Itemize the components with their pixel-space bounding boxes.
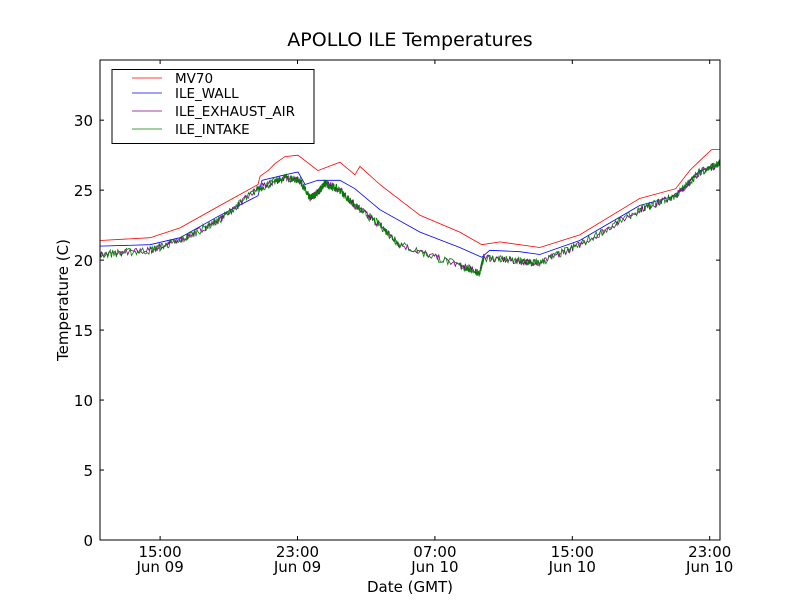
y-axis: 0 5 10 15 20 25 30 <box>74 112 720 550</box>
chart-title: APOLLO ILE Temperatures <box>287 29 532 51</box>
legend-label: MV70 <box>175 71 213 87</box>
x-tick-label-date: Jun 10 <box>410 558 458 576</box>
legend-box <box>111 69 315 144</box>
series-line-mv70 <box>100 149 720 248</box>
y-tick-label: 20 <box>74 252 93 270</box>
x-tick-label-date: Jun 10 <box>548 558 596 576</box>
series-line-ile-intake <box>99 159 721 277</box>
y-axis-label: Temperature (C) <box>54 239 72 362</box>
x-tick-label-date: Jun 09 <box>135 558 183 576</box>
x-tick-label-date: Jun 10 <box>685 558 733 576</box>
x-tick-label-time: 07:00 <box>413 543 456 561</box>
legend-label: ILE_INTAKE <box>175 122 250 138</box>
y-tick-label: 15 <box>74 322 93 340</box>
legend-label: ILE_WALL <box>175 86 239 102</box>
x-tick-label-time: 15:00 <box>138 543 181 561</box>
y-tick-label: 25 <box>74 182 93 200</box>
y-tick-label: 0 <box>83 532 93 550</box>
y-tick-label: 5 <box>83 462 93 480</box>
x-tick-label-time: 15:00 <box>551 543 594 561</box>
x-axis-label: Date (GMT) <box>367 578 453 596</box>
x-tick-label-time: 23:00 <box>276 543 319 561</box>
y-tick-label: 30 <box>74 112 93 130</box>
series-line-ile-exhaust-air <box>99 160 721 276</box>
legend-label: ILE_EXHAUST_AIR <box>175 104 295 120</box>
x-tick-label-time: 23:00 <box>688 543 731 561</box>
plot-area <box>99 149 721 277</box>
axes-frame <box>99 59 721 541</box>
y-tick-label: 10 <box>74 392 93 410</box>
x-tick-label-date: Jun 09 <box>273 558 321 576</box>
series-line-ile-wall <box>100 164 720 258</box>
